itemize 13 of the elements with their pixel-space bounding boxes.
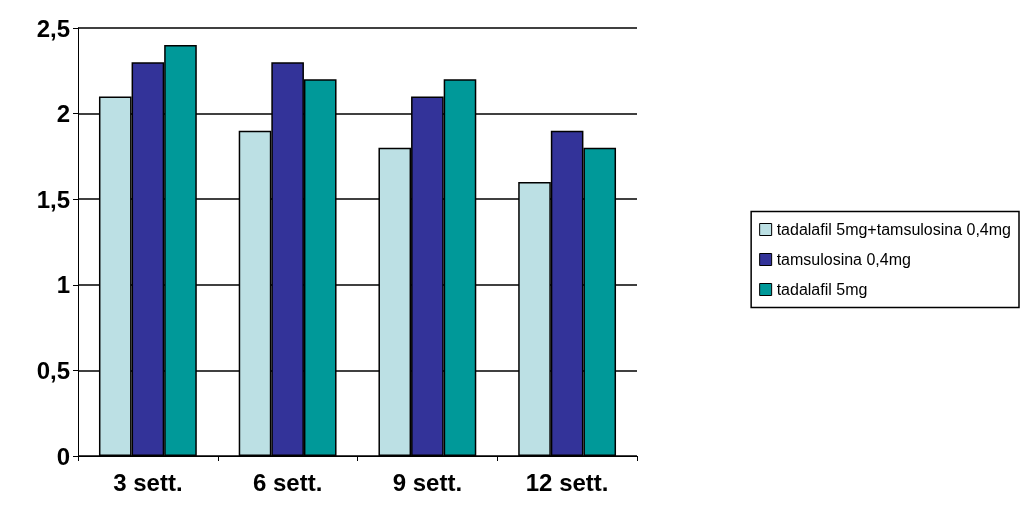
- y-tick-label: 2: [56, 100, 70, 128]
- legend-label: tadalafil 5mg: [776, 281, 868, 298]
- legend-label: tadalafil 5mg+tamsulosina 0,4mg: [776, 221, 1012, 238]
- x-tick-label: 9 sett.: [392, 468, 463, 496]
- y-tick-label: 0,5: [36, 356, 70, 384]
- legend-label: tamsulosina 0,4mg: [776, 251, 911, 268]
- y-tick-label: 2,5: [36, 14, 70, 42]
- x-tick-label: 3 sett.: [113, 468, 183, 496]
- x-tick-label: 12 sett.: [525, 468, 609, 496]
- x-tick-label: 6 sett.: [252, 468, 323, 496]
- y-tick-label: 1: [56, 271, 70, 299]
- y-tick-label: 0: [56, 442, 70, 470]
- y-tick-label: 1,5: [36, 185, 70, 213]
